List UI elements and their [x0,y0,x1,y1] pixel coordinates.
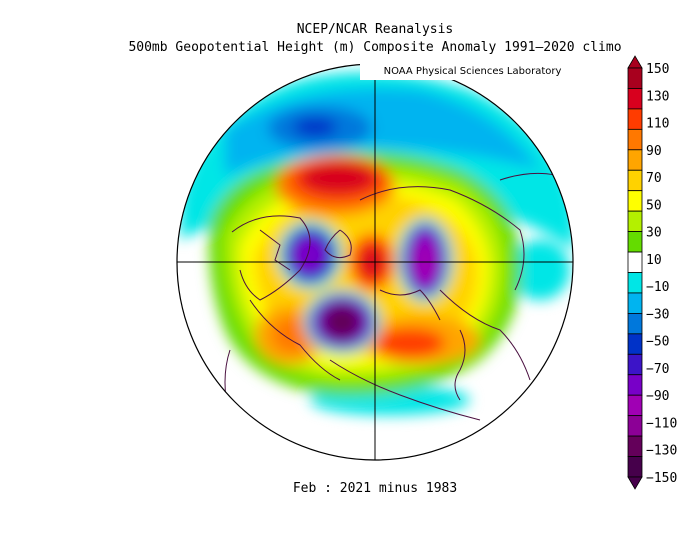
colorbar-swatch [627,128,643,151]
colorbar-swatch [627,67,643,89]
colorbar-swatch [627,333,643,355]
colorbar-swatch [627,210,643,232]
colorbar-label: −110 [646,416,677,431]
colorbar-swatch [627,394,643,417]
colorbar-swatch [627,374,643,396]
colorbar-swatch [627,251,643,273]
colorbar-label: 90 [646,144,662,159]
colorbar-label: −90 [646,389,669,404]
colorbar-label: 150 [646,62,669,77]
colorbar-label: 70 [646,171,662,186]
colorbar-swatch [627,456,643,478]
colorbar-label: 110 [646,117,669,132]
caption: Feb : 2021 minus 1983 [292,481,458,496]
colorbar-label: 30 [646,226,662,241]
credit-label: NOAA Physical Sciences Laboratory [360,63,585,80]
coastlines [224,172,556,421]
colorbar-swatch [627,88,643,110]
anomaly-field [180,72,573,415]
colorbar-swatch [627,415,643,437]
colorbar-swatch [627,231,643,253]
colorbar-top-arrow [627,55,643,69]
colorbar-label: −130 [646,444,677,459]
title-line-2: 500mb Geopotential Height (m) Composite … [128,40,622,55]
colorbar-label: 130 [646,89,669,104]
colorbar-swatch [627,108,643,130]
title-line-1: NCEP/NCAR Reanalysis [296,22,454,37]
colorbar-label: 50 [646,198,662,213]
colorbar-bottom-arrow [627,476,643,490]
colorbar-label: −150 [646,471,677,486]
colorbar-swatch [627,272,643,294]
colorbar-swatch [627,312,643,335]
colorbar-label: −30 [646,307,669,322]
colorbar-swatch [627,353,643,376]
colorbar-swatch [627,435,643,457]
colorbar-label: −50 [646,335,669,350]
colorbar-label: −10 [646,280,669,295]
colorbar-label: 10 [646,253,662,268]
colorbar-swatch [627,292,643,314]
colorbar-swatch [627,149,643,171]
colorbar-swatch [627,190,643,212]
colorbar-swatch [627,169,643,192]
colorbar-label: −70 [646,362,669,377]
